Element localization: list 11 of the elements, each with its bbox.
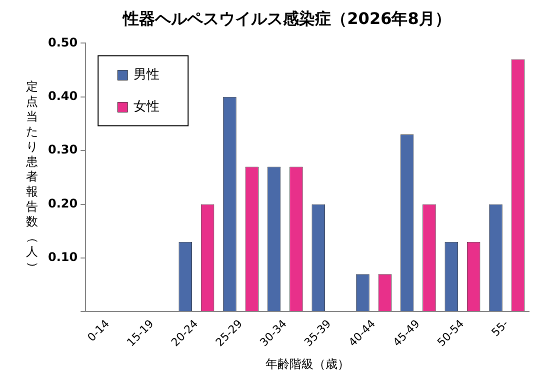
y-tick-label: 0.10	[48, 250, 78, 264]
x-axis-title: 年齢階級（歳）	[265, 356, 350, 371]
legend-label: 女性	[134, 100, 160, 115]
legend-label: 男性	[134, 68, 160, 83]
y-tick-label: 0.20	[48, 196, 78, 210]
y-tick-label: 0.40	[48, 89, 78, 104]
text: 定点当たり患者報告数（人）	[26, 80, 40, 274]
y-tick-label: 0.30	[48, 142, 78, 157]
x-tick-label: 55-	[489, 317, 511, 340]
y-tick-label: 0.50	[48, 35, 78, 50]
chart-title: 性器ヘルペスウイルス感染症（2026年8月）	[122, 8, 451, 28]
